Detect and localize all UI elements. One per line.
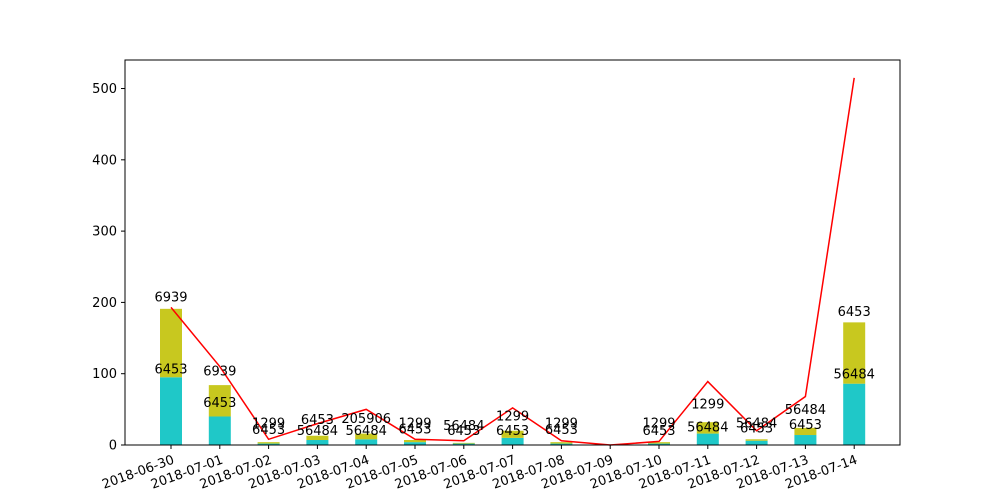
bar-series2-2018-07-10 [648, 442, 670, 444]
line-layer [170, 77, 855, 446]
data-label: 56484 [785, 403, 826, 418]
data-label: 1299 [691, 397, 724, 412]
bars-layer [160, 308, 866, 445]
bar-series2-2018-07-02 [257, 442, 280, 444]
bar-series2-2018-07-08 [550, 442, 573, 444]
y-tick-label: 0 [109, 439, 117, 454]
bar-series2-2018-07-04 [355, 433, 378, 440]
y-tick-label: 300 [92, 225, 117, 240]
data-label: 1299 [252, 417, 285, 432]
bar-series1-2018-07-04 [355, 439, 378, 445]
bar-series1-2018-07-02 [257, 443, 280, 445]
plot-area-frame [124, 59, 901, 446]
data-label: 1299 [642, 417, 675, 432]
data-label: 56484 [346, 424, 387, 439]
bar-series2-2018-07-12 [745, 439, 768, 441]
data-label: 6453 [203, 396, 236, 411]
data-label: 6453 [545, 423, 578, 438]
bar-series2-2018-06-30 [160, 308, 182, 378]
bar-series1-2018-07-01 [208, 416, 231, 445]
data-label: 6453 [740, 422, 773, 437]
y-tick-label: 400 [92, 153, 117, 168]
data-label: 6453 [789, 418, 822, 433]
y-tick-label: 100 [92, 367, 117, 382]
data-label: 56484 [297, 424, 338, 439]
y-tick-label: 200 [92, 296, 117, 311]
bar-series1-2018-07-13 [794, 435, 817, 445]
data-label: 6453 [496, 424, 529, 439]
data-label: 56484 [687, 420, 728, 435]
bar-series1-2018-07-10 [648, 443, 670, 445]
data-label: 6939 [154, 291, 187, 306]
data-label: 205906 [341, 412, 391, 427]
data-label: 6453 [838, 305, 871, 320]
bar-series1-2018-06-30 [160, 377, 182, 445]
bar-series2-2018-07-07 [501, 430, 524, 438]
bar-series1-2018-07-11 [696, 433, 719, 445]
bar-series1-2018-07-07 [501, 437, 524, 445]
data-label: 6453 [398, 422, 431, 437]
bar-series2-2018-07-14 [843, 322, 866, 384]
data-label: 56484 [443, 419, 484, 434]
bar-series1-2018-07-06 [452, 443, 475, 445]
bar-series2-2018-07-06 [452, 442, 475, 444]
data-label: 6453 [642, 424, 675, 439]
y-tick-label: 500 [92, 82, 117, 97]
bar-series2-2018-07-13 [794, 427, 817, 436]
trend-line [170, 77, 855, 446]
bar-series2-2018-07-11 [696, 422, 719, 434]
data-label: 6453 [252, 423, 285, 438]
bar-series2-2018-07-01 [208, 385, 231, 417]
bar-series1-2018-07-05 [404, 442, 426, 445]
bar-series2-2018-07-05 [404, 440, 426, 443]
plot-area-background [125, 60, 900, 445]
data-label: 6453 [301, 413, 334, 428]
bar-series2-2018-07-03 [306, 435, 329, 441]
data-label: 1299 [398, 417, 431, 432]
data-label: 1299 [496, 410, 529, 425]
bar-series1-2018-07-03 [306, 440, 329, 445]
data-label: 6453 [154, 363, 187, 378]
data-label: 56484 [736, 417, 777, 432]
data-label: 1299 [545, 417, 578, 432]
bar-series1-2018-07-14 [843, 383, 866, 445]
bar-series1-2018-07-08 [550, 443, 573, 445]
data-label: 6453 [447, 424, 480, 439]
data-label: 6939 [203, 365, 236, 380]
data-label: 56484 [834, 368, 875, 383]
bar-series1-2018-07-12 [745, 440, 768, 445]
